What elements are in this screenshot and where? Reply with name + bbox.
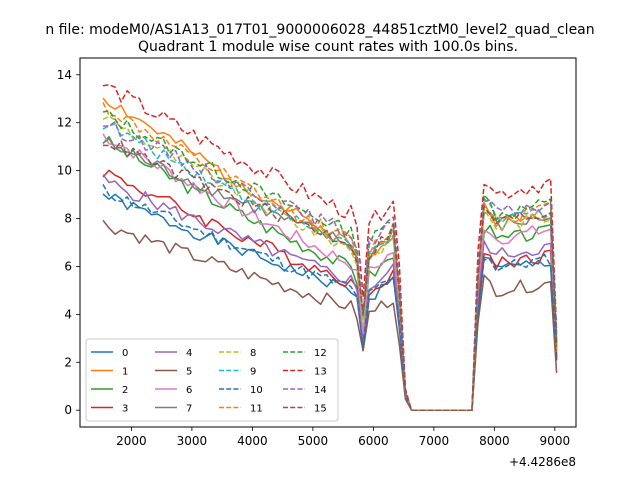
series-line-4 bbox=[102, 174, 558, 411]
series-line-5 bbox=[102, 219, 558, 411]
series-line-3 bbox=[102, 169, 558, 411]
legend-box bbox=[85, 338, 339, 422]
series-line-13 bbox=[102, 84, 558, 411]
y-axis: 0 2 4 6 8 10 12 14 bbox=[57, 68, 80, 417]
legend-label-6: 6 bbox=[186, 385, 192, 396]
series-line-11 bbox=[102, 102, 558, 411]
legend-label-12: 12 bbox=[314, 348, 327, 359]
y-tick-label: 10 bbox=[57, 164, 72, 178]
legend-label-13: 13 bbox=[314, 367, 327, 378]
legend-label-0: 0 bbox=[122, 348, 128, 359]
y-tick-label: 4 bbox=[64, 307, 72, 321]
legend-label-11: 11 bbox=[250, 404, 263, 415]
x-axis: 2000 3000 4000 5000 6000 7000 8000 9000 bbox=[116, 427, 570, 448]
x-tick-label: 9000 bbox=[540, 434, 571, 448]
legend-label-14: 14 bbox=[314, 385, 327, 396]
y-tick-label: 0 bbox=[64, 403, 72, 417]
x-tick-label: 4000 bbox=[237, 434, 268, 448]
x-tick-label: 7000 bbox=[419, 434, 450, 448]
legend-label-7: 7 bbox=[186, 404, 192, 415]
y-tick-label: 14 bbox=[57, 68, 72, 82]
legend-label-15: 15 bbox=[314, 404, 327, 415]
legend-label-3: 3 bbox=[122, 404, 128, 415]
series-line-15 bbox=[102, 140, 558, 411]
legend-label-4: 4 bbox=[186, 348, 192, 359]
series-line-14 bbox=[102, 121, 558, 411]
legend-label-5: 5 bbox=[186, 367, 192, 378]
y-tick-label: 2 bbox=[64, 355, 72, 369]
x-tick-label: 2000 bbox=[116, 434, 147, 448]
axes-frame bbox=[79, 57, 577, 428]
legend-label-9: 9 bbox=[250, 367, 256, 378]
figure-suptitle: n file: modeM0/AS1A13_017T01_9000006028_… bbox=[45, 22, 594, 38]
legend-label-10: 10 bbox=[250, 385, 263, 396]
series-line-10 bbox=[102, 184, 558, 411]
y-tick-label: 12 bbox=[57, 116, 72, 130]
x-tick-label: 3000 bbox=[177, 434, 208, 448]
x-tick-label: 6000 bbox=[358, 434, 389, 448]
y-tick-label: 8 bbox=[64, 212, 72, 226]
x-axis-offset-label: +4.4286e8 bbox=[509, 455, 576, 469]
legend-label-8: 8 bbox=[250, 348, 256, 359]
series-layer bbox=[102, 84, 558, 411]
legend-label-1: 1 bbox=[122, 367, 128, 378]
y-tick-label: 6 bbox=[64, 259, 72, 273]
chart-title: Quadrant 1 module wise count rates with … bbox=[138, 39, 518, 55]
legend-label-2: 2 bbox=[122, 385, 128, 396]
x-tick-label: 5000 bbox=[298, 434, 329, 448]
x-tick-label: 8000 bbox=[479, 434, 510, 448]
